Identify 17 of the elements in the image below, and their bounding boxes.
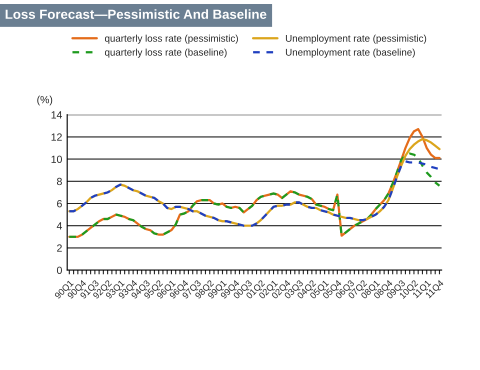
- line-series: [68, 160, 441, 227]
- legend-label: Unemployment rate (baseline): [286, 48, 415, 58]
- line-series: [68, 128, 441, 238]
- y-tick-label: 10: [52, 156, 62, 163]
- y-axis-title: (%): [37, 96, 52, 106]
- legend-label: quarterly loss rate (baseline): [104, 48, 227, 58]
- y-tick-label: 0: [56, 266, 62, 274]
- y-tick-label: 14: [52, 111, 62, 118]
- y-tick-label: 8: [57, 178, 62, 186]
- y-tick-label: 6: [57, 200, 62, 208]
- y-tick-label: 2: [57, 244, 62, 252]
- line-series: [68, 152, 441, 238]
- y-tick-label: 4: [56, 222, 62, 230]
- y-tick-label: 12: [52, 133, 62, 141]
- chart-title: Loss Forecast—Pessimistic And Baseline: [6, 9, 266, 19]
- legend-label: Unemployment rate (pessimistic): [286, 34, 426, 44]
- legend-label: quarterly loss rate (pessimistic): [104, 34, 238, 44]
